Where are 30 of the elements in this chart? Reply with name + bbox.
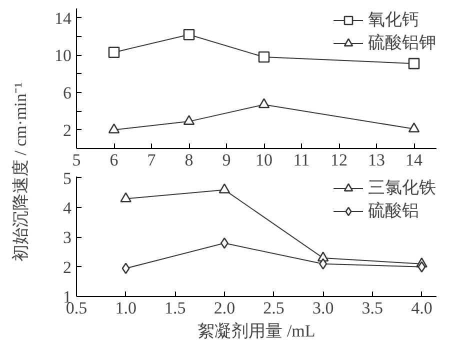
y-axis-title: 初始沉降速度 / cm·min⁻¹ [10,82,30,262]
x-tick-label: 2.5 [263,298,284,318]
x-tick-label: 11 [293,150,310,170]
legend-label: 硫酸铝 [368,200,419,222]
x-axis-title: 絮凝剂用量 /mL [198,322,316,340]
y-tick-label: 3 [63,228,72,248]
y-tick-label: 2 [63,120,72,140]
x-tick-label: 3.0 [312,298,334,318]
x-tick-label: 1.5 [164,298,186,318]
legend-label: 三氯化铁 [368,177,436,199]
y-tick-label: 6 [63,84,72,102]
x-tick-label: 6 [110,150,118,170]
y-tick-label: 2 [63,258,72,277]
x-tick-label: 8 [184,150,194,170]
x-tick-label: 9 [222,150,231,170]
y-tick-label: 10 [54,46,72,66]
y-tick-label: 5 [63,168,72,188]
legend-label: 氧化钙 [368,9,419,31]
legend-label: 硫酸铝钾 [368,32,436,54]
x-tick-label: 2.0 [214,298,236,318]
x-tick-label: 3.5 [362,298,384,318]
x-tick-label: 4.0 [411,298,432,318]
y-tick-label: 14 [54,8,72,28]
x-tick-label: 13 [368,150,385,170]
x-tick-label: 10 [256,150,272,170]
x-tick-label: 14 [406,150,423,170]
x-tick-label: 7 [147,150,156,170]
x-tick-label: 1.0 [115,298,136,318]
y-tick-label: 4 [63,198,72,218]
x-tick-label: 12 [330,150,348,170]
